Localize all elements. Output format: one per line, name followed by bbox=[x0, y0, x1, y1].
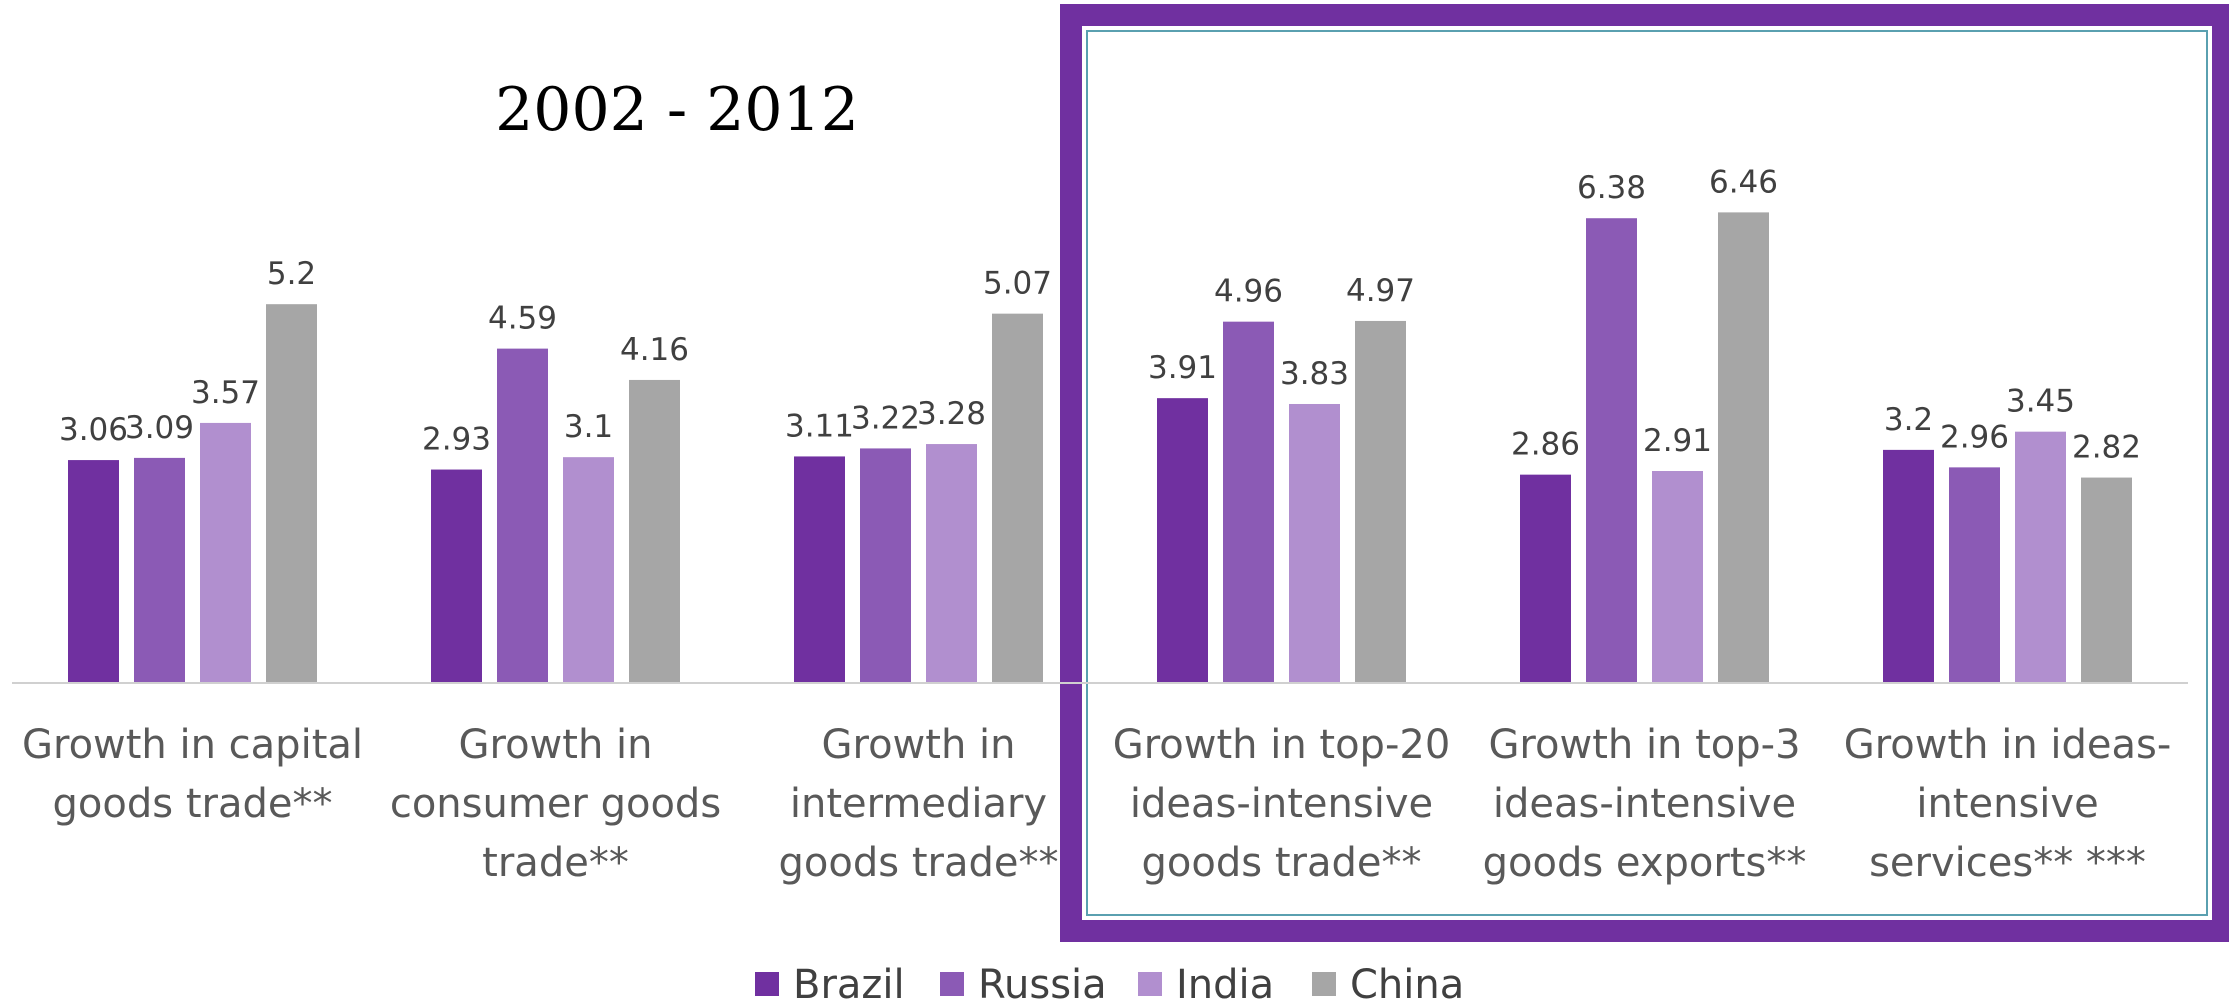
category-label: ideas-intensive bbox=[1493, 781, 1796, 827]
legend-label-india: India bbox=[1176, 962, 1274, 1005]
bar-india-4 bbox=[1652, 471, 1703, 683]
value-label: 2.91 bbox=[1643, 423, 1712, 459]
bar-russia-1 bbox=[497, 348, 548, 683]
bar-india-2 bbox=[926, 444, 977, 683]
bar-russia-5 bbox=[1949, 467, 2000, 683]
value-label: 2.96 bbox=[1940, 419, 2009, 455]
bar-brazil-5 bbox=[1883, 449, 1934, 683]
value-label: 3.57 bbox=[191, 375, 260, 411]
chart-title: 2002 - 2012 bbox=[495, 75, 859, 145]
category-label: goods trade** bbox=[53, 781, 333, 827]
bar-brazil-3 bbox=[1157, 398, 1208, 683]
bar-russia-2 bbox=[860, 448, 911, 683]
value-label: 5.2 bbox=[267, 256, 316, 292]
value-label: 4.16 bbox=[620, 332, 689, 368]
category-label: Growth in top-3 bbox=[1488, 722, 1800, 768]
bar-russia-0 bbox=[134, 457, 185, 683]
value-label: 3.22 bbox=[851, 400, 920, 436]
legend: Brazil Russia India China bbox=[755, 962, 1464, 1005]
bar-india-3 bbox=[1289, 403, 1340, 683]
category-label: Growth in ideas- bbox=[1844, 722, 2172, 768]
category-label: Growth in top-20 bbox=[1113, 722, 1451, 768]
category-label: Growth in bbox=[822, 722, 1016, 768]
value-label: 3.09 bbox=[125, 410, 194, 446]
value-label: 3.1 bbox=[564, 409, 613, 445]
legend-label-china: China bbox=[1350, 962, 1464, 1005]
bar-russia-3 bbox=[1223, 321, 1274, 683]
value-labels-layer: 3.063.093.575.22.934.593.14.163.113.223.… bbox=[59, 164, 2141, 465]
value-label: 3.11 bbox=[785, 408, 854, 444]
legend-swatch-india bbox=[1138, 972, 1162, 996]
value-label: 4.59 bbox=[488, 301, 557, 337]
bars-layer bbox=[68, 212, 2132, 684]
value-label: 2.86 bbox=[1511, 427, 1580, 463]
value-label: 3.28 bbox=[917, 396, 986, 432]
category-label: goods trade** bbox=[779, 840, 1059, 886]
value-label: 3.83 bbox=[1280, 356, 1349, 392]
bar-brazil-0 bbox=[68, 460, 119, 683]
bar-brazil-1 bbox=[431, 469, 482, 683]
category-label: Growth in capital bbox=[22, 722, 363, 768]
value-label: 3.2 bbox=[1884, 402, 1933, 438]
category-label: Growth in bbox=[459, 722, 653, 768]
value-label: 6.46 bbox=[1709, 164, 1778, 200]
bar-russia-4 bbox=[1586, 218, 1637, 684]
bar-brazil-2 bbox=[794, 456, 845, 683]
category-label: trade** bbox=[482, 840, 629, 886]
bar-china-1 bbox=[629, 379, 680, 683]
legend-swatch-china bbox=[1312, 972, 1336, 996]
bar-china-4 bbox=[1718, 212, 1769, 683]
bar-brazil-4 bbox=[1520, 474, 1571, 683]
legend-swatch-russia bbox=[940, 972, 964, 996]
category-label: intensive bbox=[1916, 781, 2098, 827]
bar-china-0 bbox=[266, 304, 317, 683]
category-labels-layer: Growth in capital goods trade** Growth in c… bbox=[22, 722, 2171, 886]
legend-label-russia: Russia bbox=[978, 962, 1107, 1005]
value-label: 4.97 bbox=[1346, 273, 1415, 309]
bar-china-5 bbox=[2081, 477, 2132, 683]
legend-label-brazil: Brazil bbox=[793, 962, 905, 1005]
value-label: 3.91 bbox=[1148, 350, 1217, 386]
bar-china-2 bbox=[992, 313, 1043, 683]
category-label: consumer goods bbox=[390, 781, 721, 827]
category-label: services** *** bbox=[1869, 840, 2146, 886]
value-label: 3.06 bbox=[59, 412, 128, 448]
value-label: 2.82 bbox=[2072, 430, 2141, 466]
bar-india-0 bbox=[200, 422, 251, 683]
bar-india-1 bbox=[563, 457, 614, 683]
highlight-box bbox=[1060, 4, 2229, 942]
legend-swatch-brazil bbox=[755, 972, 779, 996]
value-label: 4.96 bbox=[1214, 274, 1283, 310]
value-label: 6.38 bbox=[1577, 170, 1646, 206]
value-label: 5.07 bbox=[983, 266, 1052, 302]
value-label: 3.45 bbox=[2006, 384, 2075, 420]
category-label: goods trade** bbox=[1142, 840, 1422, 886]
category-label: intermediary bbox=[790, 781, 1047, 827]
value-label: 2.93 bbox=[422, 422, 491, 458]
bar-india-5 bbox=[2015, 431, 2066, 683]
category-label: goods exports** bbox=[1483, 840, 1807, 886]
highlight-box-inner-line bbox=[1086, 30, 2208, 916]
category-label: ideas-intensive bbox=[1130, 781, 1433, 827]
bar-china-3 bbox=[1355, 320, 1406, 683]
